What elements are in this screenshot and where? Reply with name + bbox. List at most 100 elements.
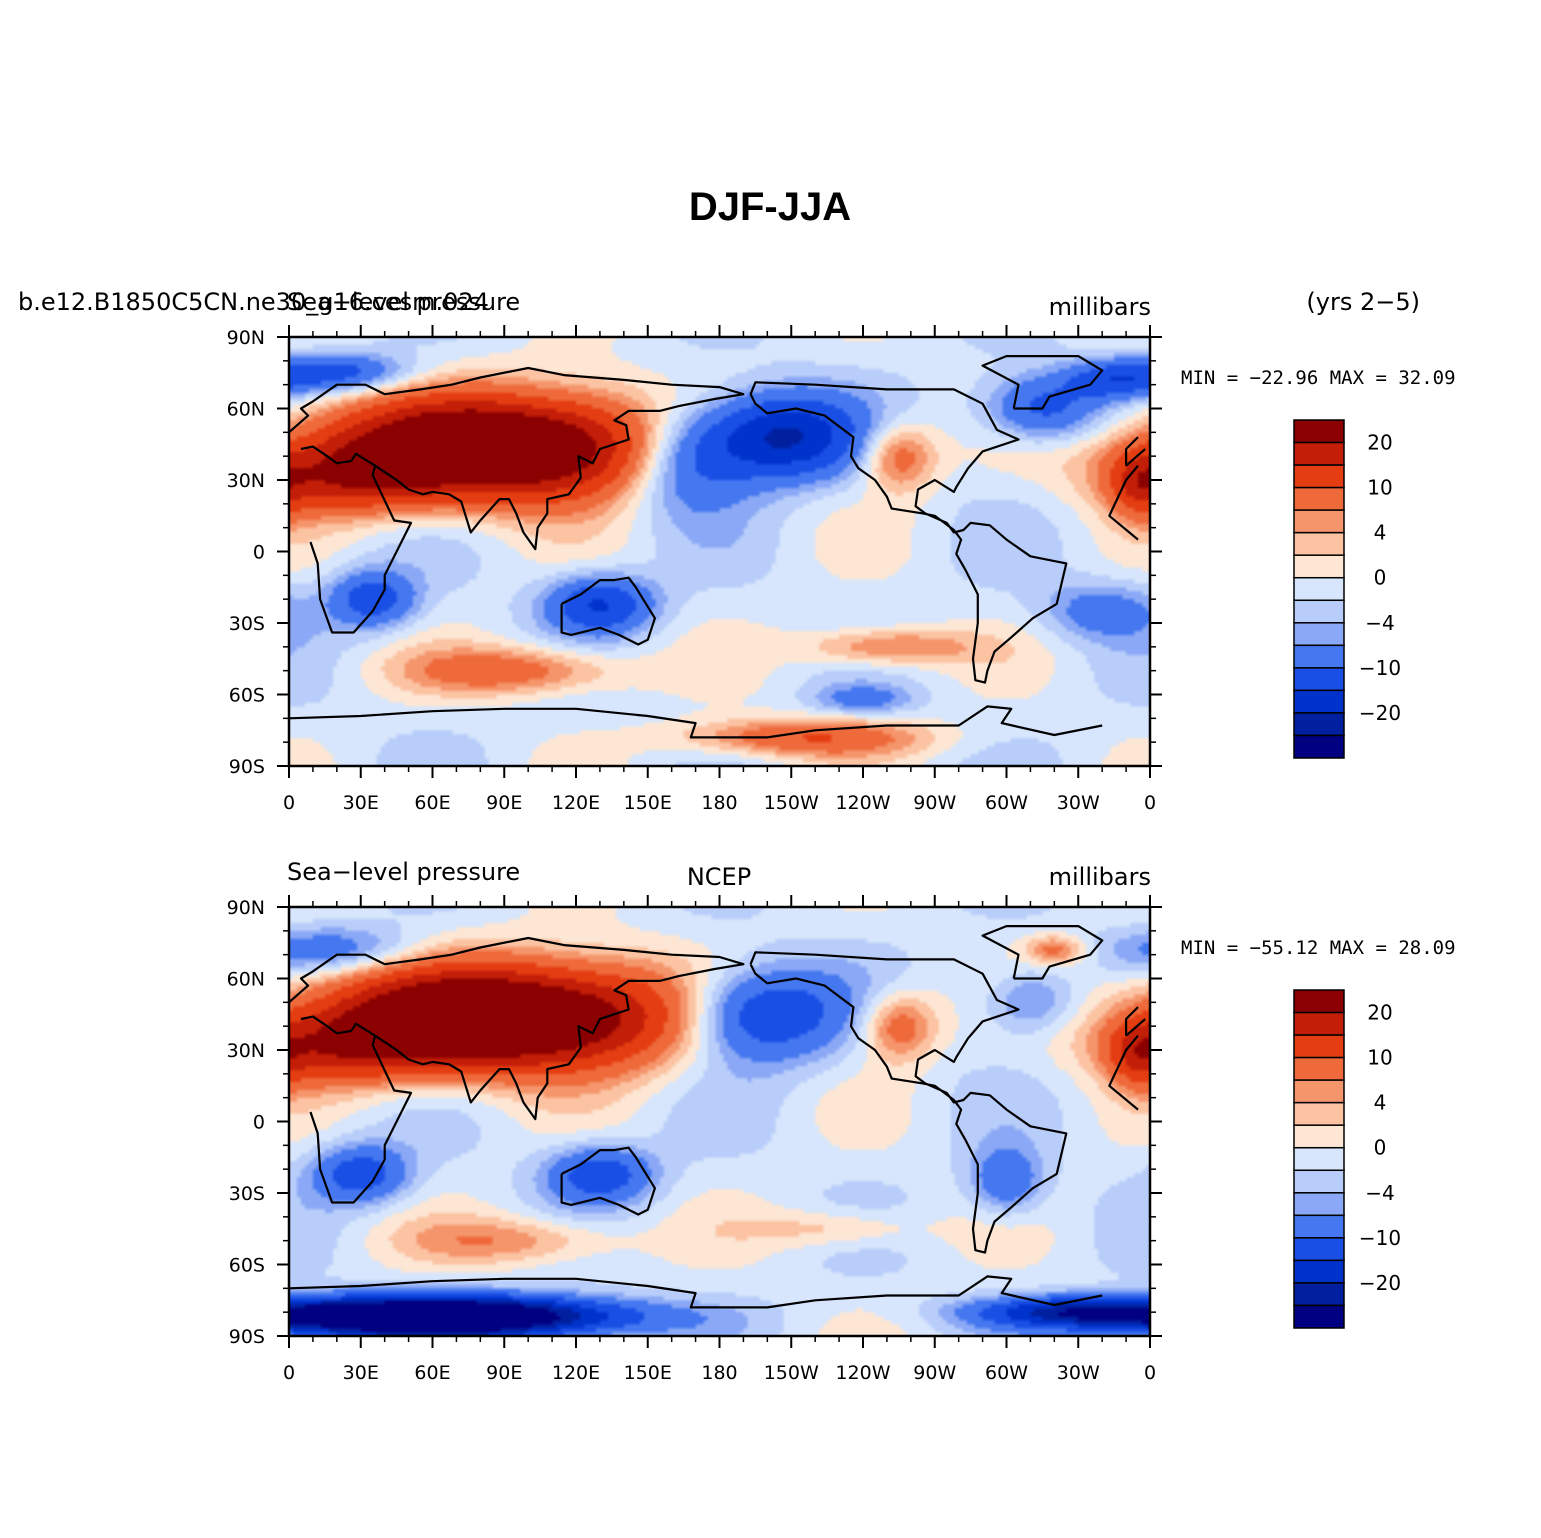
colorbar-swatch <box>1293 1237 1345 1262</box>
colorbar-swatch <box>1293 486 1345 511</box>
y-tick-label: 60N <box>227 399 265 421</box>
x-tick-label: 60W <box>985 792 1028 814</box>
x-tick-label: 30W <box>1057 792 1100 814</box>
colorbar-swatch <box>1293 509 1345 534</box>
slp-field <box>289 907 1150 1336</box>
x-tick-label: 0 <box>1144 792 1156 814</box>
colorbar-label: 20 <box>1367 431 1392 455</box>
x-tick-label: 120E <box>552 1362 600 1384</box>
colorbar-swatch <box>1293 464 1345 489</box>
coastline <box>749 381 1068 684</box>
colorbar-label: 4 <box>1374 1091 1387 1115</box>
colorbar-label: −4 <box>1365 611 1394 635</box>
x-tick-label: 60E <box>414 1362 450 1384</box>
y-tick-label: 0 <box>253 1112 265 1134</box>
colorbar-label: 20 <box>1367 1001 1392 1025</box>
y-tick-label: 90S <box>229 1326 265 1348</box>
colorbar-swatch <box>1293 554 1345 579</box>
colorbar-label: −4 <box>1365 1181 1394 1205</box>
y-tick-label: 90S <box>229 756 265 778</box>
panel-1: 0 30E 60E 90E 120E 150E 180 150W 120W 90W 60W 30W 09… <box>18 288 1456 814</box>
colorbar-swatch <box>1293 441 1345 466</box>
x-tick-label: 180 <box>701 1362 737 1384</box>
slp-field <box>289 337 1150 766</box>
colorbar-swatch <box>1293 419 1345 444</box>
x-tick-label: 30E <box>343 1362 379 1384</box>
colorbar-swatch <box>1293 1056 1345 1081</box>
colorbar-label: 10 <box>1367 476 1392 500</box>
x-tick-label: 0 <box>283 792 295 814</box>
coastline <box>300 1015 1146 1204</box>
y-tick-label: 30N <box>227 1040 265 1062</box>
y-tick-label: 60S <box>229 685 265 707</box>
colorbar-swatch <box>1293 576 1345 602</box>
coastline <box>981 355 1104 410</box>
colorbar-swatch <box>1293 644 1345 669</box>
coastline <box>300 445 1146 634</box>
y-tick-label: 30S <box>229 1183 265 1205</box>
x-tick-label: 120E <box>552 792 600 814</box>
y-tick-label: 90N <box>227 897 265 919</box>
coastline <box>288 1275 1103 1309</box>
colorbar-swatch <box>1293 689 1345 714</box>
colorbar-label: 4 <box>1374 521 1387 545</box>
coastline <box>981 925 1104 980</box>
colorbar-label: −20 <box>1359 1271 1401 1295</box>
coastline <box>288 936 1139 1121</box>
colorbar-swatch <box>1293 1034 1345 1059</box>
colorbar-swatch <box>1293 1304 1345 1329</box>
x-tick-label: 30E <box>343 792 379 814</box>
panel-left-string: b.e12.B1850C5CN.ne30_g16.cesm.024 <box>18 288 489 316</box>
coastline <box>288 705 1103 739</box>
x-tick-label: 90W <box>913 792 956 814</box>
x-tick-label: 0 <box>1144 1362 1156 1384</box>
x-tick-label: 120W <box>835 792 890 814</box>
x-tick-label: 0 <box>283 1362 295 1384</box>
x-tick-label: 90W <box>913 1362 956 1384</box>
x-tick-label: 90E <box>486 792 522 814</box>
colorbar-swatch <box>1293 734 1345 759</box>
x-tick-label: 150W <box>764 1362 819 1384</box>
colorbar-swatch <box>1293 1282 1345 1307</box>
y-tick-label: 60N <box>227 969 265 991</box>
x-tick-label: 30W <box>1057 1362 1100 1384</box>
x-tick-label: 150W <box>764 792 819 814</box>
x-tick-label: 150E <box>624 1362 672 1384</box>
panel-years-string: (yrs 2−5) <box>1306 288 1420 316</box>
colorbar-label: −20 <box>1359 701 1401 725</box>
colorbar-swatch <box>1293 1079 1345 1104</box>
panel-min-max: MIN = −55.12 MAX = 28.09 <box>1181 937 1456 959</box>
y-tick-label: 0 <box>253 542 265 564</box>
colorbar-swatch <box>1293 1259 1345 1284</box>
panel-left-string: Sea−level pressure <box>287 858 520 886</box>
coastline <box>288 366 1139 551</box>
x-tick-label: 90E <box>486 1362 522 1384</box>
panel-2: 0 30E 60E 90E 120E 150E 180 150W 120W 90W 60W 30W 09… <box>227 858 1456 1384</box>
colorbar-label: 10 <box>1367 1046 1392 1070</box>
colorbar-label: −10 <box>1359 1226 1401 1250</box>
x-tick-label: 60W <box>985 1362 1028 1384</box>
panel-units-string: millibars <box>1049 293 1151 321</box>
colorbar-swatch <box>1293 1169 1345 1194</box>
colorbar-swatch <box>1293 712 1345 737</box>
colorbar-label: 0 <box>1374 566 1387 590</box>
panel-units-string: millibars <box>1049 863 1151 891</box>
y-tick-label: 30N <box>227 470 265 492</box>
colorbar-swatch <box>1293 1146 1345 1172</box>
colorbar-swatch <box>1293 1101 1345 1126</box>
x-tick-label: 120W <box>835 1362 890 1384</box>
colorbar-swatch <box>1293 622 1345 647</box>
x-tick-label: 180 <box>701 792 737 814</box>
panel-center-string: NCEP <box>687 863 751 891</box>
colorbar-swatch <box>1293 667 1345 692</box>
panel-min-max: MIN = −22.96 MAX = 32.09 <box>1181 367 1456 389</box>
y-tick-label: 90N <box>227 327 265 349</box>
colorbar-swatch <box>1293 989 1345 1014</box>
coastline <box>749 951 1068 1254</box>
colorbar-swatch <box>1293 1124 1345 1149</box>
colorbar-swatch <box>1293 1192 1345 1217</box>
coastline <box>560 576 656 646</box>
coastline <box>560 1146 656 1216</box>
colorbar-swatch <box>1293 531 1345 556</box>
